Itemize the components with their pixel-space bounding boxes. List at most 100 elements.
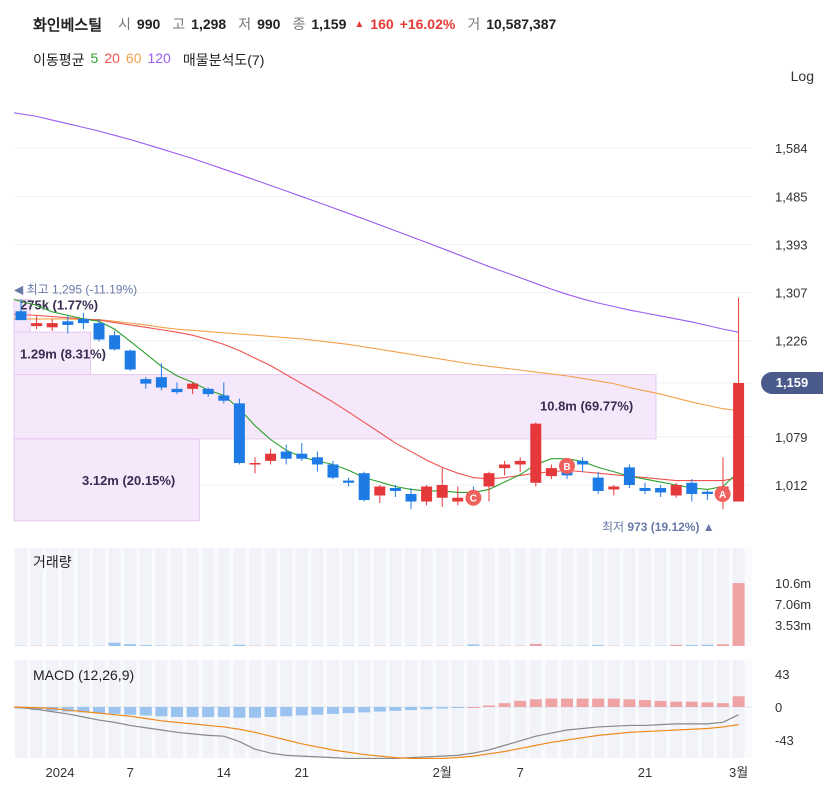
volume-column-bg: [514, 548, 527, 646]
candle-body: [296, 453, 308, 459]
ma-20[interactable]: 20: [104, 50, 120, 66]
ma-60[interactable]: 60: [125, 50, 142, 66]
macd-histogram-bar: [108, 707, 121, 714]
volume-column-bg: [15, 548, 27, 646]
volume-bar: [467, 644, 480, 646]
macd-histogram-bar: [405, 707, 417, 711]
signal-marker-label: C: [470, 494, 477, 505]
macd-column-bg: [623, 660, 636, 758]
macd-column-bg: [685, 660, 698, 758]
macd-tick-label: 43: [775, 667, 789, 682]
macd-histogram-bar: [233, 707, 246, 718]
macd-histogram-bar: [186, 707, 199, 717]
macd-histogram-bar: [654, 700, 667, 707]
candle-body: [155, 377, 167, 388]
low-label: 저: [238, 16, 252, 32]
volume-bar: [233, 644, 246, 646]
ma-label: 이동평균: [33, 52, 85, 68]
volume-column-bg: [529, 548, 542, 646]
macd-histogram-bar: [717, 703, 729, 707]
price-tick-label: 1,012: [775, 478, 808, 493]
volume-bar: [670, 644, 683, 646]
candle-body: [701, 491, 713, 494]
macd-histogram-bar: [171, 707, 183, 717]
volume-profile: 275k (1.77%) 1.29m (8.31%) 10.8m (69.77%) 3…: [13, 298, 657, 522]
candle-body: [218, 395, 230, 401]
macd-histogram-bar: [342, 707, 355, 714]
macd-histogram-bar: [249, 707, 261, 718]
ma-120[interactable]: 120: [147, 50, 171, 66]
volume-bar: [108, 642, 121, 646]
volume-column-bg: [623, 548, 636, 646]
macd-histogram-bar: [701, 702, 714, 707]
candle-body: [358, 473, 370, 501]
macd-histogram-bar: [545, 698, 558, 707]
macd-histogram-bar: [77, 707, 90, 713]
macd-line: [13, 706, 739, 760]
volume-column-bg: [264, 548, 277, 646]
volume-profile-label: 275k (1.77%): [20, 298, 98, 313]
candle-body: [124, 350, 136, 370]
ma5-line: [13, 298, 739, 494]
volume-profile-bar: [13, 438, 200, 522]
volume-column-bg: [607, 548, 620, 646]
price-tick-label: 1,226: [775, 334, 808, 349]
candle-body: [280, 451, 292, 459]
macd-column-bg: [15, 660, 27, 758]
macd-histogram-bar: [93, 707, 105, 714]
volume-profile-label: 1.29m (8.31%): [20, 346, 106, 361]
signal-marker-label: B: [563, 462, 570, 473]
macd-column-bg: [607, 660, 620, 758]
volume-column-bg: [108, 548, 121, 646]
volume-column-bg: [93, 548, 105, 646]
volume-column-bg: [233, 548, 246, 646]
volume-column-bg: [342, 548, 355, 646]
candle-body: [733, 382, 745, 502]
volume-column-bg: [373, 548, 386, 646]
volume-column-bg: [311, 548, 324, 646]
date-axis: 2024 7 14 21 2월 7 21 3월: [46, 765, 749, 780]
candle-body: [171, 388, 183, 393]
ma20-line: [13, 313, 739, 482]
macd-column-bg: [483, 660, 495, 758]
macd-signal-line: [13, 706, 739, 760]
macd-histogram-bar: [264, 707, 277, 717]
volume-column-bg: [467, 548, 480, 646]
volume-column-bg: [295, 548, 308, 646]
volume-panel: 거래량 10.6m 7.06m 3.53m: [14, 548, 811, 646]
macd-histogram-bar: [124, 707, 137, 715]
volume-profile-label: 3.12m (20.15%): [82, 473, 175, 488]
volume-bar: [701, 644, 714, 646]
signal-marker-b: [559, 457, 575, 474]
volume-bar: [717, 644, 729, 646]
log-scale-toggle[interactable]: Log: [790, 68, 814, 84]
volume-column-bg: [717, 548, 729, 646]
low-price-annotation: 최저 973 (19.12%) ▲: [602, 520, 715, 534]
candle-body: [343, 480, 355, 483]
macd-column-bg: [717, 660, 729, 758]
volume-column-bg: [186, 548, 199, 646]
candle-body: [15, 311, 27, 321]
volume-bar: [124, 644, 137, 646]
volume-profile-toggle[interactable]: 매물분석도(7): [182, 52, 265, 68]
macd-column-bg: [498, 660, 511, 758]
candle-body: [93, 323, 105, 340]
macd-histogram-bar: [451, 707, 464, 708]
volume-bar: [139, 645, 152, 646]
macd-histogram-bar: [498, 703, 511, 707]
candle-body: [109, 335, 121, 350]
volume-column-bg: [327, 548, 339, 646]
candles: [15, 297, 745, 510]
ma-5[interactable]: 5: [90, 50, 99, 66]
macd-column-bg: [467, 660, 480, 758]
open-label: 시: [118, 16, 131, 32]
candle-body: [608, 486, 620, 490]
macd-column-bg: [654, 660, 667, 758]
volume-bar: [732, 583, 745, 646]
close-label: 종: [292, 16, 306, 32]
up-arrow-icon: ▲: [354, 18, 365, 30]
macd-column-bg: [436, 660, 449, 758]
macd-column-bg: [451, 660, 464, 758]
macd-histogram-bar: [358, 707, 371, 713]
